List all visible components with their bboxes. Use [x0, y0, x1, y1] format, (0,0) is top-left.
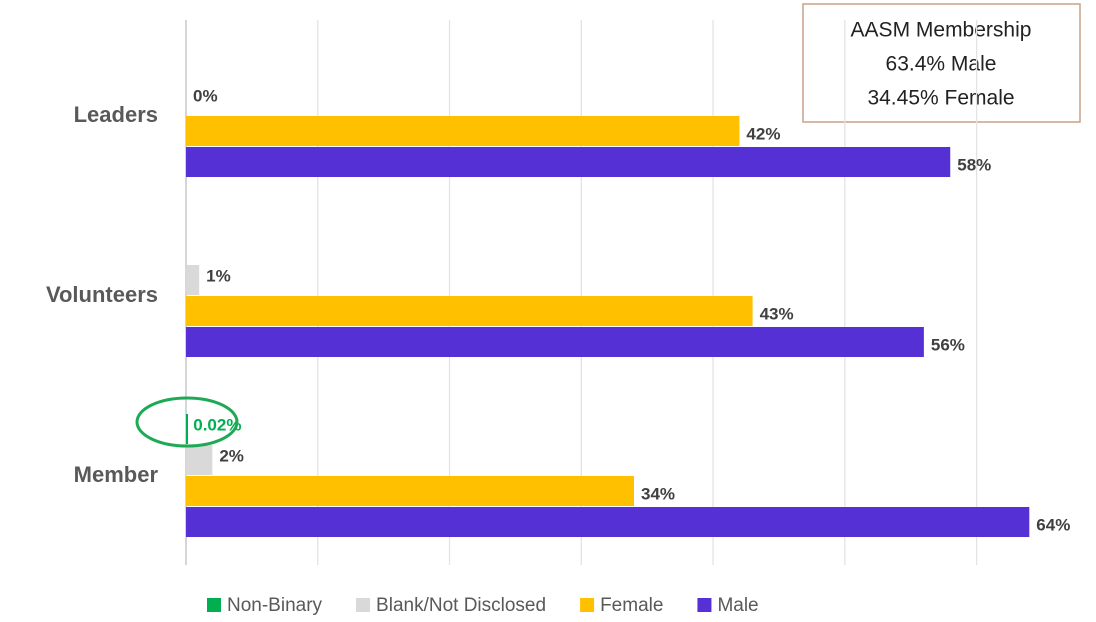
annotation-line: AASM Membership: [851, 19, 1032, 42]
value-label: 34%: [641, 484, 675, 503]
value-label: 1%: [206, 266, 231, 285]
bar: [186, 265, 200, 295]
value-label: 0.02%: [193, 415, 241, 434]
legend-swatch: [580, 598, 595, 612]
category-label: Volunteers: [46, 282, 158, 307]
bar: [186, 116, 740, 146]
value-label: 58%: [957, 155, 991, 174]
bar: [186, 296, 753, 326]
legend-label: Female: [600, 595, 663, 616]
bars: 0% 42% 58% 1% 43% 56% 0.02% 2% 34% 64%: [186, 86, 1070, 537]
legend-swatch: [356, 598, 371, 612]
legend-label: Blank/Not Disclosed: [376, 595, 546, 616]
bar: [186, 414, 188, 444]
value-label: 42%: [746, 124, 780, 143]
bar: [186, 476, 634, 506]
legend: Non-Binary Blank/Not Disclosed Female Male: [207, 595, 759, 616]
bar: [186, 507, 1030, 537]
category-label: Leaders: [74, 102, 158, 127]
annotation-line: 34.45% Female: [867, 87, 1014, 110]
legend-label: Non-Binary: [227, 595, 323, 616]
legend-label: Male: [717, 595, 758, 616]
bar: [186, 327, 924, 357]
category-label: Member: [74, 462, 159, 487]
value-label: 2%: [219, 446, 244, 465]
bar: [186, 147, 951, 177]
annotation-line: 63.4% Male: [886, 53, 997, 76]
annotation-box: [802, 3, 1081, 123]
value-label: 64%: [1036, 515, 1070, 534]
value-label: 56%: [931, 335, 965, 354]
value-label: 43%: [760, 304, 794, 323]
value-label: 0%: [193, 86, 218, 105]
bar: [186, 445, 213, 475]
legend-swatch: [207, 598, 221, 612]
highlight-circle: [135, 396, 239, 448]
legend-swatch: [697, 598, 712, 612]
